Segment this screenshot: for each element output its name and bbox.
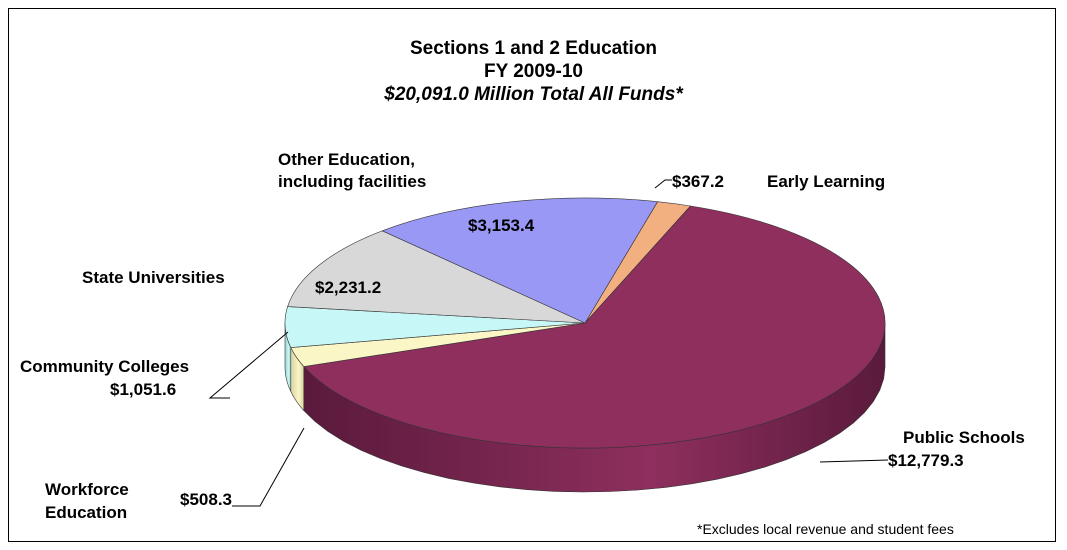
label-public-schools: Public Schools bbox=[903, 428, 1025, 447]
label-workforce-line1: Workforce bbox=[45, 480, 129, 499]
value-public-schools: $12,779.3 bbox=[888, 451, 964, 470]
chart-title: Sections 1 and 2 Education bbox=[409, 38, 658, 59]
leader-line-early-learning bbox=[654, 179, 672, 189]
pie-slice-state-universities bbox=[287, 230, 586, 324]
label-community-colleges: Community Colleges bbox=[20, 357, 190, 376]
value-early-learning: $367.2 bbox=[672, 172, 724, 191]
label-workforce-line2: Education bbox=[45, 503, 128, 522]
leader-line-workforce-education bbox=[232, 427, 305, 507]
footnote: *Excludes local revenue and student fees bbox=[697, 521, 954, 537]
label-early-learning: Early Learning bbox=[767, 172, 886, 191]
label-other-education-line1: Other Education, bbox=[278, 150, 415, 169]
leader-line-community-colleges bbox=[208, 331, 289, 399]
label-other-education-line2: including facilities bbox=[278, 172, 427, 191]
leader-line-public-schools bbox=[819, 459, 889, 463]
value-workforce-education: $508.3 bbox=[180, 490, 232, 509]
chart-total-label: $20,091.0 Million Total All Funds* bbox=[384, 84, 683, 105]
value-state-universities: $2,231.2 bbox=[315, 278, 382, 297]
chart-subtitle: FY 2009-10 bbox=[484, 61, 583, 82]
pie-slice-public-schools bbox=[303, 205, 886, 449]
value-community-colleges: $1,051.6 bbox=[110, 380, 177, 399]
pie-slice-other-education-including-facilities bbox=[381, 197, 659, 324]
value-other-education: $3,153.4 bbox=[468, 216, 535, 235]
label-state-universities: State Universities bbox=[82, 268, 225, 287]
